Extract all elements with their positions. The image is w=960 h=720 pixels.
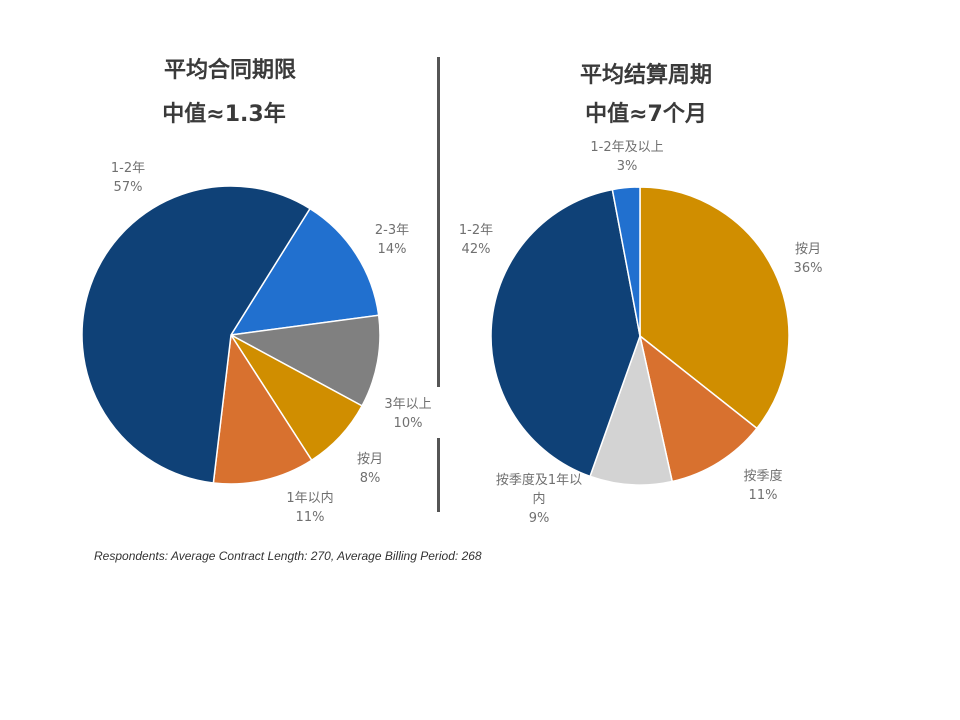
footnote: Respondents: Average Contract Length: 27… <box>94 549 482 563</box>
chart1-label-3plus-name: 3年以上 <box>384 397 432 412</box>
divider-lower <box>437 438 440 512</box>
chart2-subtitle: 中值≈7个月 <box>585 102 707 127</box>
chart2-label-monthly-pct: 36% <box>793 261 823 276</box>
chart2-slice-3 <box>490 188 641 478</box>
chart2-label-1-2plus: 1-2年及以上 3% <box>577 138 677 176</box>
chart2-label-quarterly-under1-pct: 9% <box>528 511 550 526</box>
divider-upper <box>437 57 440 387</box>
chart2-slice-2 <box>589 333 674 486</box>
chart2-label-1-2plus-name: 1-2年及以上 <box>590 140 664 155</box>
chart1-title: 平均合同期限 <box>163 58 296 83</box>
chart1-label-1-2-name: 1-2年 <box>110 161 146 176</box>
chart1-label-under1-pct: 11% <box>295 510 325 525</box>
chart1-label-under1: 1年以内 11% <box>270 489 350 527</box>
chart1-label-monthly-pct: 8% <box>359 471 381 486</box>
chart2-label-1-2: 1-2年 42% <box>446 221 506 259</box>
chart2-label-1-2plus-pct: 3% <box>616 159 638 174</box>
chart1-subtitle: 中值≈1.3年 <box>162 102 286 127</box>
chart2-slice-4 <box>611 186 641 337</box>
chart1-label-3plus: 3年以上 10% <box>372 395 444 433</box>
chart1-label-monthly-name: 按月 <box>356 452 383 467</box>
chart1-label-2-3-name: 2-3年 <box>374 223 410 238</box>
chart1-slice-0 <box>81 185 311 484</box>
chart2-label-monthly: 按月 36% <box>778 240 838 278</box>
chart2-slice-1 <box>638 334 758 483</box>
chart2-slice-0 <box>639 186 790 430</box>
chart1-label-1-2: 1-2年 57% <box>98 159 158 197</box>
chart1-label-monthly: 按月 8% <box>340 450 400 488</box>
chart1-slice-4 <box>212 332 313 485</box>
chart2-label-1-2-pct: 42% <box>461 242 491 257</box>
chart2-label-quarterly-under1-name: 按季度及1年以内 <box>495 473 583 507</box>
chart2-label-quarterly-under1: 按季度及1年以内 9% <box>493 471 585 528</box>
chart2-label-monthly-name: 按月 <box>794 242 821 257</box>
chart2-label-quarterly-name: 按季度 <box>743 469 783 484</box>
chart1-label-1-2-pct: 57% <box>113 180 143 195</box>
chart1-label-2-3: 2-3年 14% <box>362 221 422 259</box>
chart2-label-quarterly-pct: 11% <box>748 488 778 503</box>
chart2-label-1-2-name: 1-2年 <box>458 223 494 238</box>
chart2-title: 平均结算周期 <box>579 63 712 88</box>
chart1-label-under1-name: 1年以内 <box>286 491 334 506</box>
chart1-slice-1 <box>229 207 380 336</box>
chart1-slice-2 <box>228 314 381 407</box>
chart2-label-quarterly: 按季度 11% <box>726 467 800 505</box>
chart1-label-2-3-pct: 14% <box>377 242 407 257</box>
chart1-label-3plus-pct: 10% <box>393 416 423 431</box>
